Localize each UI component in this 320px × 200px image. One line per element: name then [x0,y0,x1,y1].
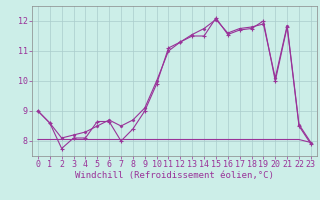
X-axis label: Windchill (Refroidissement éolien,°C): Windchill (Refroidissement éolien,°C) [75,171,274,180]
